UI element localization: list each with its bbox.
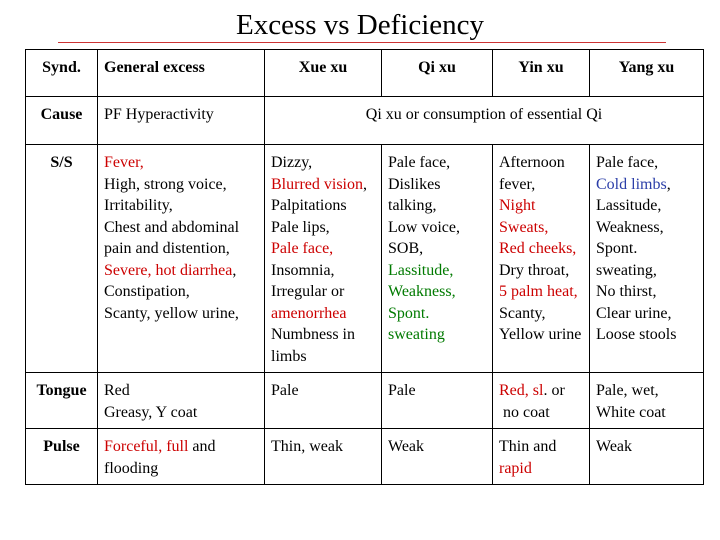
ss-qi-lassitude: Lassitude,: [388, 261, 454, 279]
pulse-qi: Weak: [381, 428, 493, 485]
ss-general: Fever, High, strong voice, Irritability,…: [97, 144, 265, 373]
ss-yang-urine: Clear urine,: [596, 304, 672, 322]
cause-general: PF Hyperactivity: [97, 96, 265, 145]
ss-yang-sweating: Spont. sweating,: [596, 240, 657, 279]
ss-yang-lassitude: Lassitude,: [596, 197, 662, 214]
slide-title: Excess vs Deficiency: [235, 9, 484, 41]
ss-general-diarrhea: Severe, hot diarrhea: [104, 261, 233, 279]
cause-label: Cause: [25, 96, 98, 145]
ss-xue-dizzy: Dizzy,: [271, 154, 313, 171]
pulse-yin-rapid: rapid: [499, 459, 532, 477]
tongue-row: Tongue Red Greasy, Y coat Pale Pale Red,…: [25, 372, 704, 429]
pulse-general: Forceful, full and flooding: [97, 428, 265, 485]
tongue-yang-coat: White coat: [596, 403, 666, 421]
pulse-yin-thin: Thin and: [499, 438, 557, 455]
ss-yang-cold-limbs: Cold limbs: [596, 175, 667, 193]
ss-yin-palm-heat: 5 palm heat,: [499, 283, 578, 300]
header-yin-xu: Yin xu: [492, 49, 590, 97]
pulse-general-flooding: and flooding: [104, 438, 216, 477]
pulse-row: Pulse Forceful, full and flooding Thin, …: [25, 428, 704, 485]
pulse-label: Pulse: [25, 428, 98, 485]
ss-xue-blurred: Blurred vision: [271, 175, 363, 193]
ss-yang: Pale face, Cold limbs, Lassitude, Weakne…: [589, 144, 704, 373]
ss-label: S/S: [25, 144, 98, 373]
tongue-general-coat: Greasy, Y coat: [104, 403, 198, 421]
ss-yin-afternoon: Afternoon fever,: [499, 154, 565, 193]
tongue-yin-or: . or: [543, 382, 565, 399]
ss-general-irritability: Irritability,: [104, 197, 173, 214]
tongue-label: Tongue: [25, 372, 98, 429]
ss-qi-sob: SOB,: [388, 240, 424, 257]
tongue-yin-no-coat: no coat: [499, 403, 550, 421]
ss-xue-insomnia: Insomnia,: [271, 261, 335, 279]
ss-yang-stools: Loose stools: [596, 326, 677, 343]
ss-qi-sweating: Spont. sweating: [388, 304, 445, 344]
tongue-yang-pale: Pale, wet,: [596, 382, 659, 399]
ss-qi-weakness: Weakness,: [388, 283, 456, 300]
ss-qi: Pale face, Dislikes talking, Low voice, …: [381, 144, 493, 373]
ss-yang-pale: Pale face,: [596, 154, 659, 171]
header-synd: Synd.: [25, 49, 98, 97]
pulse-general-forceful: Forceful, full: [104, 438, 189, 455]
ss-qi-dislikes: Dislikes talking,: [388, 175, 441, 215]
cause-deficiency: Qi xu or consumption of essential Qi: [264, 96, 704, 145]
header-row: Synd. General excess Xue xu Qi xu Yin xu…: [25, 49, 704, 97]
ss-yang-weakness: Weakness,: [596, 218, 664, 236]
ss-xue: Dizzy, Blurred vision, Palpitations Pale…: [264, 144, 382, 373]
ss-xue-amenorrhea: amenorrhea: [271, 304, 347, 322]
ss-xue-palpitations: Palpitations: [271, 197, 347, 214]
header-xue-xu: Xue xu: [264, 49, 382, 97]
tongue-qi: Pale: [381, 372, 493, 429]
pulse-yin: Thin and rapid: [492, 428, 590, 485]
ss-row: S/S Fever, High, strong voice, Irritabil…: [25, 144, 704, 373]
pulse-yang: Weak: [589, 428, 704, 485]
ss-yang-thirst: No thirst,: [596, 283, 657, 300]
ss-yang-cold-comma: ,: [666, 175, 671, 193]
tongue-yin: Red, sl. or no coat: [492, 372, 590, 429]
header-yang-xu: Yang xu: [589, 49, 704, 97]
pulse-xue: Thin, weak: [264, 428, 382, 485]
ss-yin: Afternoon fever, Night Sweats, Red cheek…: [492, 144, 590, 373]
ss-xue-numbness: Numbness in limbs: [271, 326, 355, 365]
ss-qi-low-voice: Low voice,: [388, 218, 460, 236]
ss-xue-lips: Pale lips,: [271, 218, 330, 236]
ss-qi-pale: Pale face,: [388, 154, 451, 171]
tongue-xue: Pale: [264, 372, 382, 429]
title-underline: [58, 42, 666, 43]
tongue-yang: Pale, wet, White coat: [589, 372, 704, 429]
ss-xue-blurred-comma: ,: [363, 175, 367, 193]
ss-yin-night-sweats: Night Sweats,: [499, 197, 549, 236]
ss-general-fever: Fever,: [104, 154, 144, 171]
comparison-table: Synd. General excess Xue xu Qi xu Yin xu…: [25, 49, 704, 485]
tongue-general-red: Red: [104, 382, 130, 399]
header-general-excess: General excess: [97, 49, 265, 97]
ss-general-urine: Scanty, yellow urine,: [104, 304, 239, 322]
ss-yin-dry-throat: Dry throat,: [499, 261, 570, 279]
cause-row: Cause PF Hyperactivity Qi xu or consumpt…: [25, 96, 704, 145]
ss-yin-urine: Scanty, Yellow urine: [499, 304, 582, 344]
ss-xue-paleface: Pale face,: [271, 240, 334, 257]
ss-general-voice: High, strong voice,: [104, 175, 227, 193]
tongue-general: Red Greasy, Y coat: [97, 372, 265, 429]
tongue-yin-red: Red, sl: [499, 382, 544, 399]
ss-yin-red-cheeks: Red cheeks,: [499, 240, 577, 257]
ss-general-constipation: Constipation,: [104, 283, 190, 300]
ss-general-diarrhea-comma: ,: [232, 261, 237, 279]
ss-xue-irregular: Irregular or: [271, 283, 345, 300]
header-qi-xu: Qi xu: [381, 49, 493, 97]
ss-general-pain: Chest and abdominal pain and distention,: [104, 218, 240, 258]
